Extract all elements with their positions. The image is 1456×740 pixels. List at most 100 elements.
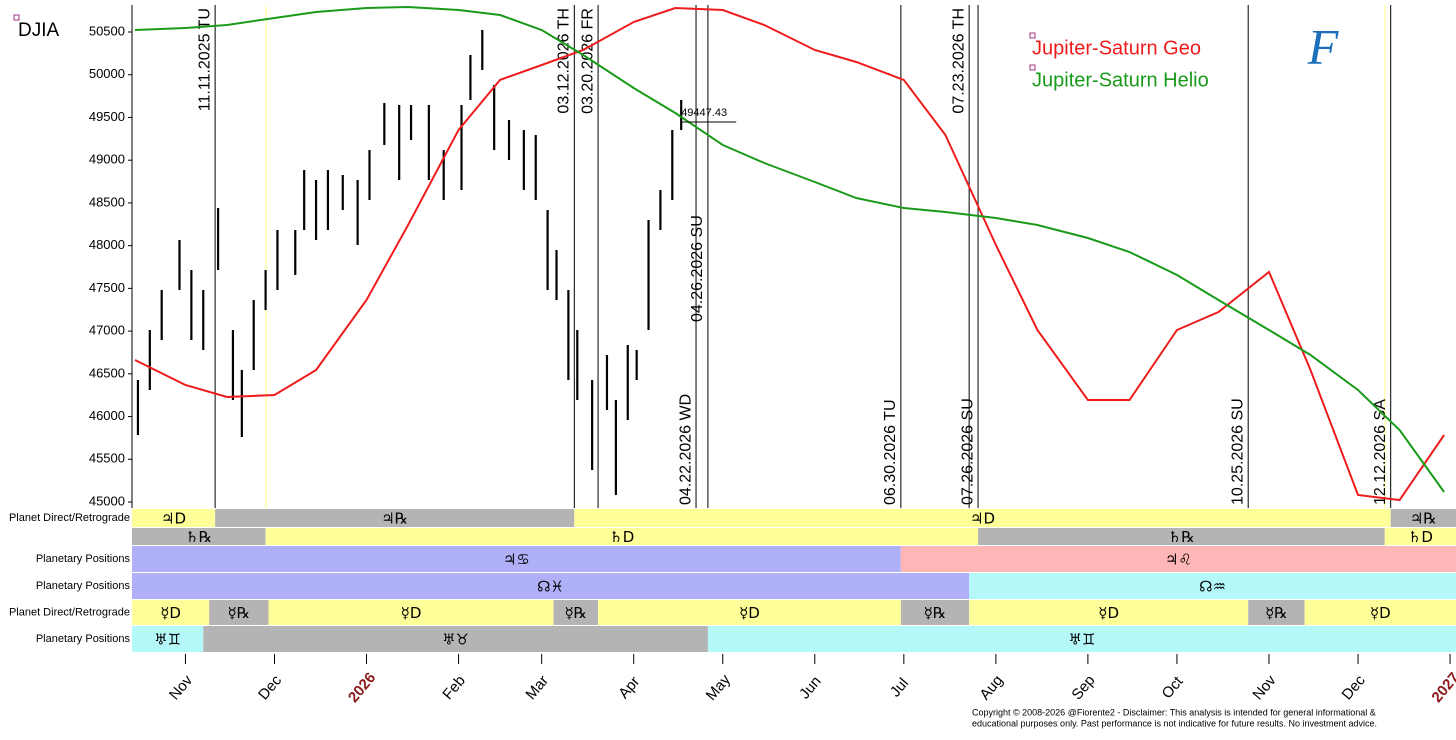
band-glyph: ♄℞ (185, 528, 212, 546)
y-tick-label: 49000 (89, 152, 125, 167)
band-segment (132, 600, 210, 625)
band-label: Planetary Positions (36, 553, 131, 565)
copyright: Copyright © 2008-2026 @Fiorente2 - Discl… (972, 707, 1376, 717)
band-glyph: ♄℞ (1168, 528, 1195, 546)
band-segment (209, 600, 269, 625)
band-label: Planet Direct/Retrograde (9, 512, 130, 524)
event-label: 03.20.2026 FR (579, 8, 596, 114)
band-glyph: ☿D (739, 604, 760, 622)
band-segment (978, 528, 1385, 545)
band-segment (900, 600, 970, 625)
band-segment (1248, 600, 1305, 625)
x-tick-label: Jun (796, 673, 825, 702)
band-segment (132, 509, 216, 527)
event-label: 11.11.2025 TU (196, 8, 213, 111)
x-tick-label: Nov (1249, 672, 1279, 704)
legend-label: Jupiter-Saturn Helio (1032, 69, 1209, 91)
band-glyph: ☿D (1098, 604, 1119, 622)
band-segment (1390, 509, 1456, 527)
x-tick-label: 2026 (345, 669, 379, 705)
band-label: Planet Direct/Retrograde (9, 606, 130, 618)
band-glyph: ♅♉ (442, 631, 469, 649)
band-segment (574, 509, 1391, 527)
band-glyph: ☿D (160, 604, 181, 622)
event-label: 04.22.2026 WD (677, 394, 694, 505)
x-tick-label: Dec (1339, 672, 1369, 704)
copyright: educational purposes only. Past performa… (972, 718, 1377, 728)
band-glyph: ♄D (1408, 528, 1433, 546)
y-tick-label: 50000 (89, 66, 125, 81)
y-tick-label: 49500 (89, 109, 125, 124)
band-segment (203, 626, 708, 652)
x-tick-label: Feb (439, 672, 469, 703)
x-tick-label: Aug (976, 672, 1006, 703)
event-label: 04.26.2026 SU (689, 215, 706, 322)
logo: F (1307, 18, 1339, 74)
y-tick-label: 46500 (89, 365, 125, 380)
band-glyph: ☿℞ (1265, 604, 1288, 622)
band-glyph: ☿℞ (924, 604, 947, 622)
band-segment (598, 600, 901, 625)
band-segment (969, 600, 1249, 625)
y-tick-label: 50500 (89, 23, 125, 38)
band-glyph: ♃℞ (381, 510, 408, 528)
x-tick-label: 2027 (1428, 669, 1456, 705)
x-tick-label: Nov (166, 672, 196, 704)
band-segment (132, 626, 204, 652)
band-segment (1384, 528, 1456, 545)
x-tick-label: Oct (1159, 673, 1188, 702)
y-tick-label: 46000 (89, 408, 125, 423)
band-segment (268, 600, 554, 625)
event-label: 12.12.2026 SA (1372, 399, 1389, 505)
band-segment (132, 546, 901, 572)
y-tick-label: 48000 (89, 237, 125, 252)
legend-marker (1029, 32, 1036, 39)
band-glyph: ♃℞ (1410, 510, 1437, 528)
band-glyph: ☊♓ (537, 578, 564, 596)
band-glyph: ♃♌ (1165, 551, 1192, 569)
chart-title: DJIA (18, 20, 60, 41)
event-label: 07.26.2026 SU (959, 398, 976, 505)
x-tick-label: Sep (1068, 672, 1098, 703)
event-label: 10.25.2026 SU (1229, 398, 1246, 505)
band-glyph: ☿℞ (564, 604, 587, 622)
band-glyph: ☿D (1370, 604, 1391, 622)
band-segment (707, 626, 1456, 652)
y-tick-label: 47000 (89, 323, 125, 338)
series-line (134, 5, 1445, 493)
band-glyph: ♅♊ (1069, 631, 1096, 649)
x-tick-label: Jul (887, 675, 912, 701)
band-segment (265, 528, 979, 545)
band-glyph: ☊♒ (1199, 578, 1226, 596)
band-segment (553, 600, 599, 625)
band-label: Planetary Positions (36, 580, 131, 592)
y-tick-label: 47500 (89, 280, 125, 295)
band-glyph: ♃D (970, 510, 995, 528)
legend-marker (1029, 64, 1036, 71)
band-glyph: ♃♋ (503, 551, 530, 569)
band-segment (132, 528, 266, 545)
band-segment (969, 573, 1456, 599)
band-segment (132, 573, 970, 599)
y-tick-label: 48500 (89, 194, 125, 209)
band-glyph: ♃D (161, 510, 186, 528)
band-glyph: ☿℞ (228, 604, 251, 622)
band-glyph: ♄D (609, 528, 634, 546)
event-label: 07.23.2026 TH (950, 8, 967, 114)
legend-label: Jupiter-Saturn Geo (1032, 37, 1201, 59)
x-tick-label: May (703, 671, 735, 704)
band-segment (215, 509, 575, 527)
y-tick-label: 45500 (89, 451, 125, 466)
band-label: Planetary Positions (36, 633, 131, 645)
price-label: 49447.43 (681, 107, 727, 119)
event-label: 06.30.2026 TU (882, 399, 899, 505)
title-marker (13, 14, 20, 21)
x-tick-label: Mar (522, 672, 552, 703)
event-label: 03.12.2026 TH (556, 8, 573, 114)
y-tick-label: 45000 (89, 493, 125, 508)
band-glyph: ♅♊ (154, 631, 181, 649)
band-glyph: ☿D (401, 604, 422, 622)
x-tick-label: Apr (615, 673, 643, 702)
